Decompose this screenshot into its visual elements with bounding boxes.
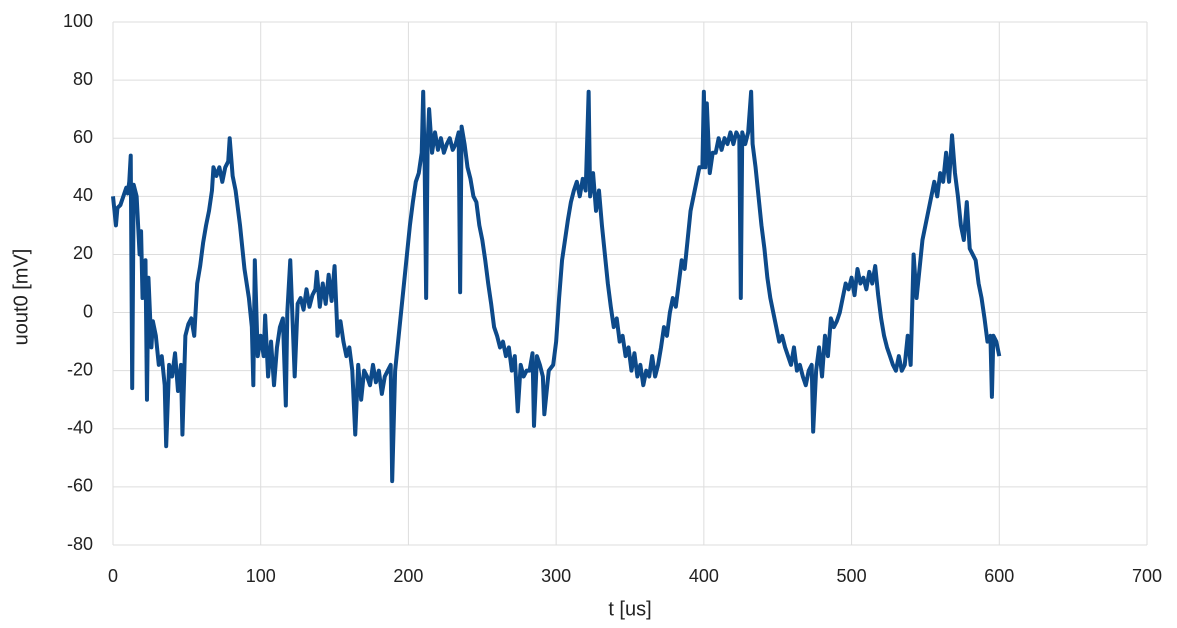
y-tick-label: -20 [67,359,93,379]
y-tick-label: 60 [73,127,93,147]
y-tick-label: -40 [67,418,93,438]
x-axis-label: t [us] [608,598,651,620]
x-tick-label: 100 [246,566,276,586]
x-tick-label: 200 [393,566,423,586]
y-tick-label: 0 [83,301,93,321]
y-tick-label: 40 [73,185,93,205]
x-tick-label: 400 [689,566,719,586]
x-tick-label: 300 [541,566,571,586]
y-tick-label: 20 [73,243,93,263]
y-tick-label: -60 [67,476,93,496]
x-tick-label: 500 [837,566,867,586]
data-line [111,89,1002,484]
y-tick-label: 100 [63,11,93,31]
x-tick-label: 600 [984,566,1014,586]
y-axis-label: uout0 [mV] [10,249,32,346]
y-tick-label: 80 [73,69,93,89]
y-tick-label: -80 [67,534,93,554]
x-tick-label: 700 [1132,566,1162,586]
x-tick-label: 0 [108,566,118,586]
